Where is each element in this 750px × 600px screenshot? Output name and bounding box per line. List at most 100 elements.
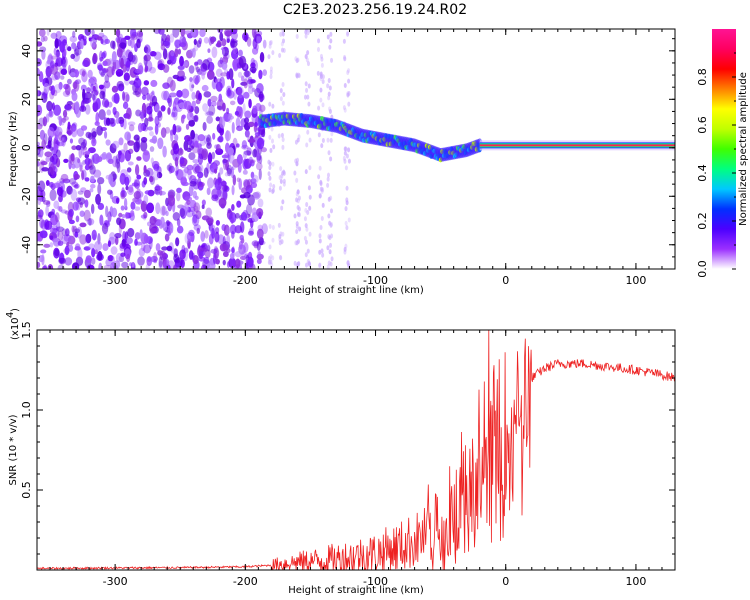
faint-stripe-blob [343,146,347,152]
noise-blob [144,117,149,127]
faint-stripe-blob [318,193,322,199]
noise-blob [152,170,160,181]
noise-blob [149,176,154,183]
faint-stripe-blob [329,242,333,248]
noise-blob [54,84,62,94]
noise-blob [172,29,180,38]
noise-blob [127,51,134,62]
noise-blob [82,59,90,68]
noise-blob [215,68,223,78]
noise-blob [143,80,150,86]
faint-stripe-blob [269,74,273,80]
noise-blob [249,66,257,73]
noise-blob [122,230,126,242]
faint-stripe-blob [293,170,297,176]
faint-stripe-blob [279,88,283,94]
noise-blob [45,156,51,163]
faint-stripe-blob [342,105,346,111]
noise-blob [192,190,198,199]
noise-blob [114,236,119,246]
faint-stripe-blob [304,223,308,229]
noise-blob [221,38,227,47]
noise-blob [136,174,142,180]
noise-blob [212,132,216,140]
noise-blob [161,33,168,43]
faint-stripe-blob [347,217,351,223]
noise-blob [80,100,85,112]
noise-blob [38,71,44,83]
noise-blob [141,86,149,96]
noise-blob [197,171,204,179]
noise-blob [245,203,253,216]
noise-blob [111,155,119,168]
faint-stripe-blob [318,262,322,268]
faint-stripe-blob [346,31,350,37]
faint-stripe-blob [308,231,312,237]
faint-stripe-blob [295,221,299,227]
noise-blob [118,224,122,235]
noise-blob [196,68,203,75]
noise-blob [189,80,194,92]
y-tick-label: 40 [20,44,33,58]
noise-blob [156,171,163,179]
noise-blob [75,243,81,251]
noise-blob [110,40,115,49]
noise-blob [229,252,235,260]
faint-stripe-blob [296,198,300,204]
noise-blob [115,117,120,125]
noise-blob [140,214,147,219]
noise-blob [71,262,80,269]
noise-blob [70,152,75,162]
faint-stripe-blob [327,260,331,266]
faint-stripe-blob [329,156,333,162]
noise-blob [201,84,209,92]
noise-blob [211,151,216,160]
noise-blob [252,148,258,158]
noise-blob [85,233,92,244]
noise-blob [255,162,263,171]
faint-stripe-blob [305,87,309,93]
faint-stripe-blob [270,126,274,132]
noise-blob [196,227,200,234]
faint-stripe-blob [321,138,325,144]
noise-blob [150,157,154,165]
noise-blob [227,207,232,214]
noise-blob [107,211,112,223]
noise-blob [37,104,43,116]
noise-blob [71,225,75,233]
noise-blob [97,183,102,195]
faint-stripe-blob [271,161,275,167]
noise-blob [161,205,166,216]
noise-blob [100,71,105,78]
faint-stripe-blob [295,72,299,78]
noise-blob [147,116,154,122]
noise-blob [106,66,114,78]
noise-blob [134,68,142,74]
noise-blob [250,182,258,189]
faint-stripe-blob [280,47,284,53]
noise-blob [198,181,202,186]
noise-blob [254,132,261,137]
noise-blob [37,123,43,130]
noise-blob [37,41,43,47]
noise-blob [196,163,204,174]
noise-blob [88,165,94,170]
noise-blob [83,189,91,199]
noise-blob [49,242,54,248]
noise-blob [189,199,197,209]
noise-blob [243,70,251,78]
noise-blob [109,232,116,240]
faint-stripe-blob [320,56,324,62]
noise-blob [203,36,210,44]
noise-blob [219,167,224,175]
noise-blob [39,217,45,229]
noise-blob [40,160,48,166]
noise-blob [258,69,263,80]
noise-blob [120,252,126,257]
noise-blob [75,79,82,85]
faint-stripe-blob [306,210,310,216]
faint-stripe-blob [306,248,310,254]
faint-stripe-blob [278,237,282,243]
noise-blob [45,113,50,123]
